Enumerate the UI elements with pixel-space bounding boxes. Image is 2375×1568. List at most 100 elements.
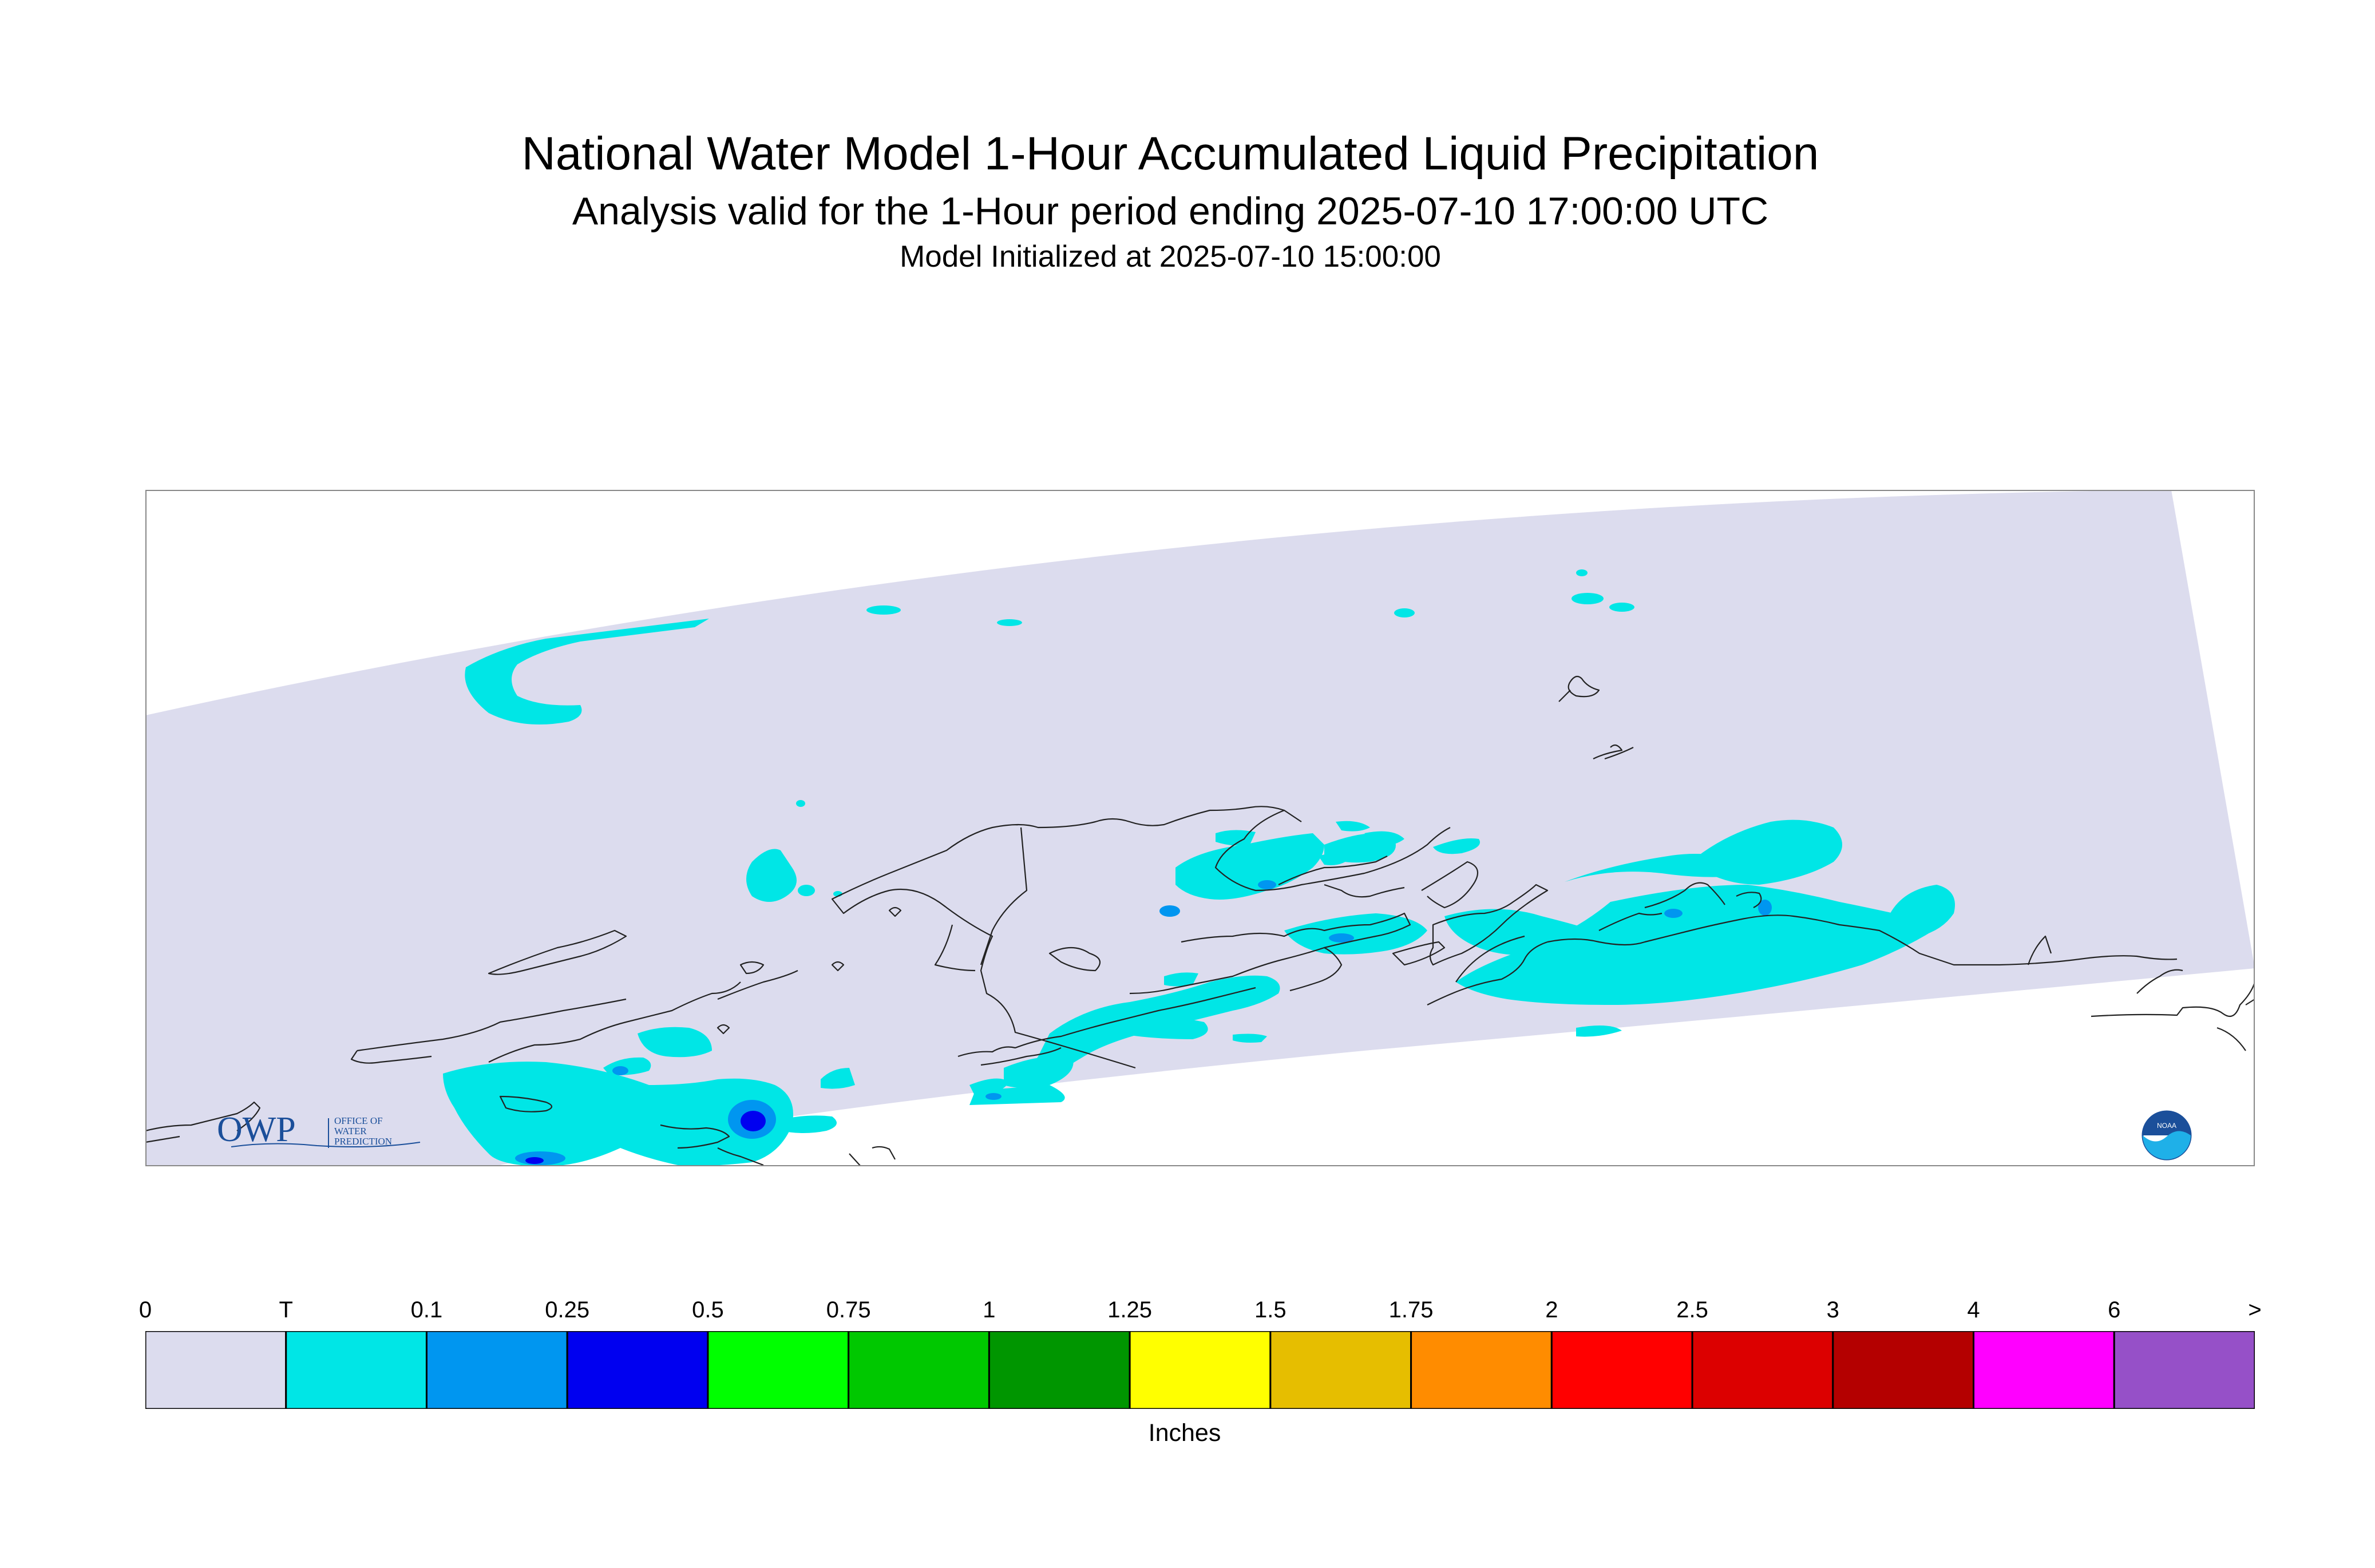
colorbar-bin: [1129, 1331, 1272, 1409]
colorbar-bin: [988, 1331, 1131, 1409]
colorbar-tick-label: 1: [983, 1297, 996, 1322]
colorbar-tick-label: 2.5: [1676, 1297, 1708, 1322]
precip-area: [997, 619, 1022, 626]
coastline: [499, 1095, 553, 1112]
coastline: [1324, 884, 1405, 898]
precip-colorbar: [145, 1331, 2255, 1409]
precip-area: [781, 1115, 837, 1133]
coastline: [980, 827, 1028, 965]
coastline: [1736, 892, 1762, 908]
coastline: [1547, 914, 2178, 966]
precip-area: [1336, 821, 1370, 831]
colorbar-tick-label: 1.75: [1388, 1297, 1434, 1322]
precip-area: [1691, 819, 1842, 885]
precip-area: [1284, 913, 1427, 955]
colorbar-bin: [145, 1331, 287, 1409]
owp-logo: OWP OFFICE OF WATER PREDICTION: [217, 1110, 421, 1149]
precip-area: [969, 1085, 1065, 1105]
colorbar-bin: [1410, 1331, 1553, 1409]
colorbar-bin: [1973, 1331, 2115, 1409]
coastline: [717, 1147, 764, 1166]
precip-area: [1032, 975, 1280, 1085]
precip-area: [1216, 830, 1256, 846]
coastline: [980, 1047, 1062, 1066]
precip-area: [1364, 831, 1404, 846]
coastline: [145, 1135, 180, 1143]
coastline: [1427, 941, 1548, 1005]
colorbar-bin: [707, 1331, 850, 1409]
colorbar-bin: [2113, 1331, 2255, 1409]
colorbar-tick-label: 0: [138, 1297, 152, 1322]
precip-area: [866, 605, 901, 615]
noaa-logo: NOAA: [2142, 1110, 2192, 1161]
coastline: [2091, 981, 2255, 1017]
map-title: National Water Model 1-Hour Accumulated …: [521, 128, 1819, 180]
coastline: [2136, 969, 2183, 994]
coastline: [849, 1153, 861, 1166]
coastline: [1278, 856, 1388, 885]
precip-area: [1433, 838, 1480, 854]
coastline: [660, 1124, 730, 1149]
precip-area: [1456, 885, 1942, 1005]
colorbar-bin: [1832, 1331, 1975, 1409]
coastline: [1421, 861, 1479, 909]
owp-logo-line: OFFICE OF: [334, 1115, 383, 1126]
colorbar-bin: [425, 1331, 568, 1409]
colorbar-tick-label: 0.75: [826, 1297, 871, 1322]
colorbar-bin: [285, 1331, 428, 1409]
coastline: [1129, 947, 1343, 995]
precip-area: [1233, 1034, 1267, 1043]
precip-moderate-areas: [525, 1111, 766, 1164]
precip-area: [525, 1157, 544, 1164]
colorbar-tick-label: 4: [1967, 1297, 1980, 1322]
coastline: [1392, 941, 1446, 966]
precip-area: [1258, 880, 1276, 889]
precip-area: [798, 885, 815, 896]
precipitation-map: OWP OFFICE OF WATER PREDICTION NOAA: [145, 490, 2255, 1166]
map-frame: [145, 490, 2255, 1166]
coastline: [1181, 912, 1411, 949]
noaa-logo-text: NOAA: [2157, 1122, 2176, 1130]
colorbar-tick-label: >: [2248, 1297, 2262, 1322]
precip-area: [1329, 933, 1354, 943]
precip-area: [1319, 853, 1353, 865]
colorbar-bin: [1269, 1331, 1412, 1409]
precip-area: [1664, 909, 1683, 918]
coastline: [1644, 882, 1725, 909]
precip-area: [821, 1068, 855, 1089]
coastline: [888, 906, 902, 917]
precip-area: [638, 1027, 712, 1058]
coastline: [1455, 935, 1525, 983]
coastline: [1558, 690, 1571, 702]
precip-area: [1159, 905, 1180, 917]
coastline: [934, 924, 976, 972]
coastline: [1593, 744, 1623, 759]
precip-area: [1164, 972, 1198, 987]
precip-area: [1175, 833, 1324, 900]
precip-area: [741, 1111, 766, 1131]
colorbar-bin: [566, 1331, 709, 1409]
precip-area: [1004, 1056, 1074, 1088]
coastline: [1598, 912, 1662, 931]
precip-area: [1784, 898, 1798, 905]
precip-area: [465, 619, 709, 724]
coastline: [2245, 999, 2255, 1005]
coastline: [350, 1050, 432, 1064]
colorbar-tick-label: 3: [1826, 1297, 1839, 1322]
precip-area: [796, 800, 805, 807]
coastline: [872, 1146, 896, 1160]
precip-area: [443, 1062, 793, 1166]
precip-area: [985, 1093, 1002, 1100]
coastline: [1568, 675, 1600, 698]
owp-logo-line: PREDICTION: [334, 1136, 392, 1147]
precip-area: [1885, 885, 1955, 936]
coastlines: [145, 675, 2255, 1166]
precip-area: [746, 849, 797, 902]
coastline: [957, 987, 1256, 1058]
coastline: [1604, 747, 1634, 760]
coastline: [145, 1101, 261, 1132]
valid-period-subtitle: Analysis valid for the 1-Hour period end…: [572, 189, 1769, 233]
colorbar-tick-label: 6: [2108, 1297, 2121, 1322]
model-domain: [145, 490, 2255, 1166]
precip-area: [1118, 1017, 1208, 1039]
